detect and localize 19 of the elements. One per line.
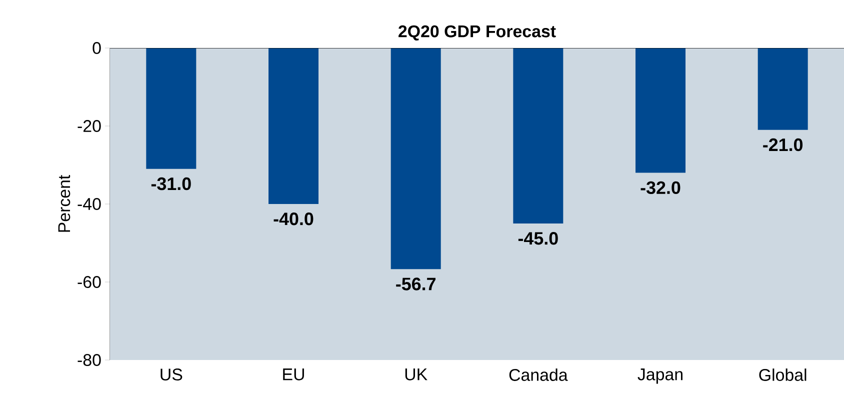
y-tick-label: -20 bbox=[78, 120, 101, 132]
x-tick-label: UK bbox=[405, 368, 428, 380]
data-label: -45.0 bbox=[518, 232, 558, 245]
y-tick-label: 0 bbox=[92, 42, 101, 54]
x-tick-label: EU bbox=[283, 368, 304, 380]
y-tick-label: -60 bbox=[78, 276, 101, 288]
data-label: -40.0 bbox=[274, 212, 314, 226]
chart-title: 2Q20 GDP Forecast bbox=[398, 25, 556, 41]
data-label: -32.0 bbox=[640, 181, 680, 194]
x-tick-label: Canada bbox=[509, 368, 568, 381]
x-tick-label: Japan bbox=[638, 368, 682, 384]
x-tick-label: Global bbox=[759, 368, 806, 381]
data-label: -56.7 bbox=[396, 278, 436, 290]
y-tick-label: -80 bbox=[78, 354, 101, 366]
y-tick-label: -40 bbox=[78, 198, 101, 210]
data-label: -31.0 bbox=[151, 177, 191, 190]
y-axis-title: Percent bbox=[58, 174, 70, 232]
data-label: -21.0 bbox=[763, 138, 803, 152]
x-tick-label: US bbox=[160, 368, 182, 381]
